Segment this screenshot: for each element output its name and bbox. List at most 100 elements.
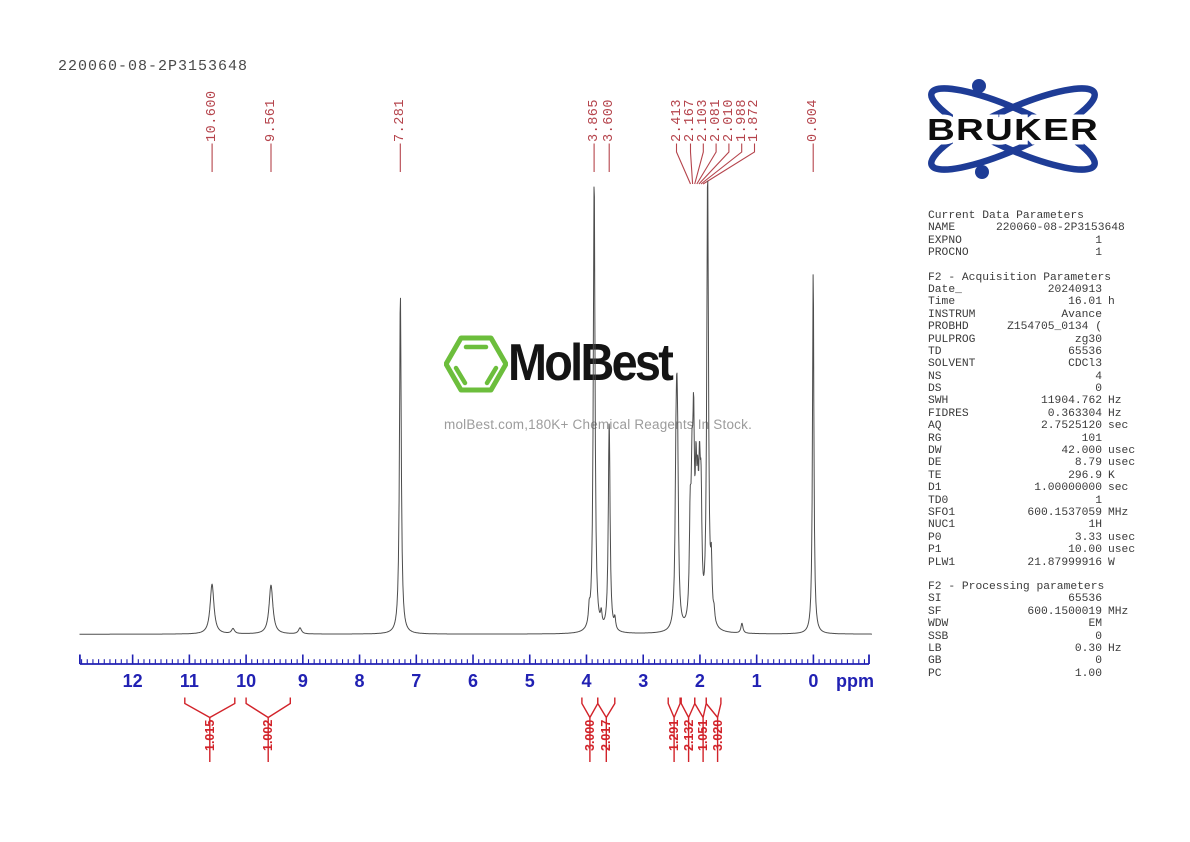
- section-header: F2 - Acquisition Parameters: [928, 271, 1112, 284]
- peak-label: 10.600: [205, 90, 221, 142]
- parameter-unit: usec: [1108, 445, 1136, 458]
- parameter-unit: sec: [1108, 420, 1129, 433]
- parameter-value: 65536: [1068, 593, 1102, 606]
- parameter-value: Avance: [1061, 308, 1102, 321]
- parameter-value: 1: [1095, 247, 1102, 260]
- parameter-unit: Hz: [1108, 407, 1122, 420]
- parameter-unit: [1102, 618, 1142, 630]
- parameters-panel: Current Data Parameters NAME 220060-08-2P3…: [928, 210, 1142, 692]
- x-axis: [79, 654, 870, 665]
- parameter-unit: [1102, 631, 1142, 643]
- parameter-row: DE 8.79 usec: [928, 457, 1142, 469]
- parameter-value: 1.00: [1074, 667, 1102, 680]
- parameter-name: DS: [928, 383, 942, 396]
- parameter-name: SWH: [928, 395, 949, 408]
- parameter-unit: [1125, 222, 1165, 234]
- peak-pointer-line: [675, 143, 692, 185]
- integral-value: 1.015: [202, 719, 217, 751]
- parameter-unit: [1102, 358, 1142, 370]
- parameter-value: Z154705_0134 (: [1007, 321, 1102, 334]
- parameter-name: PC: [928, 667, 942, 680]
- integral-brackets: [184, 697, 722, 762]
- parameter-unit: [1102, 334, 1142, 346]
- parameter-row: SOLVENT CDCl3: [928, 358, 1142, 370]
- bruker-logo: BRUKER: [916, 76, 1106, 184]
- parameter-name: DW: [928, 445, 942, 458]
- axis-tick-label: 7: [411, 671, 422, 691]
- parameter-unit: [1102, 371, 1142, 383]
- parameter-name: DE: [928, 457, 942, 470]
- parameter-name: LB: [928, 642, 942, 655]
- peak-pointer-line: [694, 143, 704, 185]
- parameter-row: AQ 2.7525120 sec: [928, 420, 1142, 432]
- axis-unit-label: ppm: [836, 671, 874, 691]
- bruker-orbits-icon: [928, 79, 1098, 179]
- parameter-value: 1: [1095, 494, 1102, 507]
- parameter-name: PROBHD: [928, 321, 969, 334]
- axis-tick-label: 8: [354, 671, 365, 691]
- axis-tick-label: 5: [524, 671, 535, 691]
- parameter-value: 8.79: [1074, 457, 1102, 470]
- integral-value: 2.132: [681, 719, 696, 751]
- peak-label: 3.865: [587, 98, 603, 142]
- integral-value: 2.017: [599, 719, 614, 751]
- integral-bracket: [597, 697, 616, 762]
- parameter-value: 0.363304: [1047, 407, 1102, 420]
- parameter-row: SI 65536: [928, 593, 1142, 605]
- parameter-unit: [1102, 593, 1142, 605]
- parameter-value: CDCl3: [1068, 358, 1102, 371]
- parameter-value: 42.000: [1061, 445, 1102, 458]
- parameter-value: 0: [1095, 655, 1102, 668]
- parameter-unit: usec: [1108, 544, 1136, 557]
- parameter-row: PROCNO 1: [928, 247, 1142, 259]
- peak-label: 3.600: [602, 98, 618, 142]
- molbest-logo-row: MolBest: [443, 334, 764, 399]
- peak-pointer-line: [698, 143, 730, 185]
- parameter-unit: [1102, 284, 1142, 296]
- peak-pointer-lines: [211, 143, 814, 185]
- integral-bracket: [705, 697, 722, 762]
- integral-bracket: [184, 697, 236, 762]
- parameter-name: SOLVENT: [928, 358, 976, 371]
- parameter-value: 220060-08-2P3153648: [996, 222, 1125, 235]
- parameter-name: TE: [928, 469, 942, 482]
- parameter-unit: [1102, 668, 1142, 680]
- parameter-row: SSB 0: [928, 631, 1142, 643]
- parameter-unit: [1102, 309, 1142, 321]
- parameter-row: SFO1 600.1537059 MHz: [928, 507, 1142, 519]
- parameter-name: WDW: [928, 618, 949, 631]
- parameter-unit: sec: [1108, 482, 1129, 495]
- integral-value: 3.000: [582, 719, 597, 751]
- bruker-wordmark: BRUKER: [927, 112, 1099, 147]
- parameter-value: 600.1537059: [1027, 506, 1102, 519]
- molbest-tagline: molBest.com,180K+ Chemical Reagents In S…: [444, 417, 753, 432]
- parameter-unit: [1102, 519, 1142, 531]
- parameter-name: PULPROG: [928, 333, 976, 346]
- peak-label: 0.004: [806, 98, 822, 142]
- peak-pointer-line: [689, 143, 694, 185]
- parameter-value: 1H: [1088, 519, 1102, 532]
- section-header: Current Data Parameters: [928, 210, 1084, 222]
- parameter-row: NAME 220060-08-2P3153648: [928, 222, 1142, 234]
- parameter-unit: [1102, 433, 1142, 445]
- parameter-row: NS 4: [928, 371, 1142, 383]
- parameter-row: RG 101: [928, 433, 1142, 445]
- integral-value: 1.002: [261, 719, 276, 751]
- parameter-unit: [1102, 235, 1142, 247]
- parameter-value: 101: [1081, 432, 1102, 445]
- peak-label: 1.872: [747, 98, 763, 142]
- parameter-unit: W: [1108, 556, 1115, 569]
- parameter-name: Time: [928, 296, 956, 309]
- parameter-row: FIDRES 0.363304 Hz: [928, 408, 1142, 420]
- parameter-value: 3.33: [1074, 531, 1102, 544]
- parameter-row: INSTRUM Avance: [928, 309, 1142, 321]
- parameter-row: PLW1 21.87999916 W: [928, 557, 1142, 569]
- parameter-name: TD: [928, 345, 942, 358]
- parameter-value: 65536: [1068, 345, 1102, 358]
- parameter-unit: [1102, 383, 1142, 395]
- parameter-unit: MHz: [1108, 605, 1129, 618]
- molbest-wordmark: MolBest: [508, 334, 674, 392]
- peak-pointer-line: [696, 143, 717, 185]
